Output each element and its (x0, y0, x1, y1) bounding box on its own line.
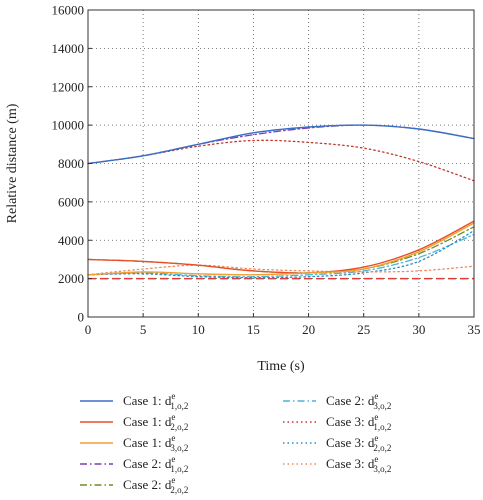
series-line-3 (87, 222, 475, 276)
series-line-9 (87, 264, 475, 276)
x-tick-label: 30 (412, 322, 425, 337)
y-tick-label: 0 (78, 310, 85, 325)
legend-item: Case 2: de 1,o,2 (80, 454, 188, 474)
legend-label: Case 3: de 2,o,2 (326, 433, 391, 453)
legend-label: Case 1: de 2,o,2 (123, 412, 188, 432)
legend-item: Case 1: de 3,o,2 (80, 433, 188, 453)
y-tick-label: 2000 (58, 271, 84, 286)
legend-item: Case 1: de 2,o,2 (80, 412, 188, 432)
legend-item: Case 3: de 1,o,2 (283, 412, 391, 432)
x-tick-label: 5 (140, 322, 147, 337)
y-tick-label: 14000 (52, 41, 85, 56)
y-tick-label: 12000 (52, 79, 85, 94)
series-line-6 (87, 233, 475, 278)
x-tick-label: 35 (468, 322, 481, 337)
series-line-7 (87, 139, 475, 182)
series-line-4 (87, 124, 475, 165)
y-axis-title: Relative distance (m) (5, 103, 20, 223)
series-line-2 (87, 220, 475, 274)
legend-label: Case 3: de 1,o,2 (326, 412, 391, 432)
legend-label: Case 2: de 1,o,2 (123, 454, 188, 474)
series-line-5 (87, 226, 475, 274)
legend-item: Case 2: de 3,o,2 (283, 391, 391, 411)
legend-item: Case 1: de 1,o,2 (80, 391, 188, 411)
legend-label: Case 1: de 3,o,2 (123, 433, 188, 453)
legend-item: Case 3: de 3,o,2 (283, 454, 391, 474)
y-tick-label: 8000 (58, 156, 84, 171)
y-tick-label: 6000 (58, 194, 84, 209)
x-axis-title: Time (s) (257, 359, 305, 374)
series-line-8 (87, 230, 475, 279)
plot-series (87, 124, 475, 280)
series-line-1 (87, 124, 475, 165)
y-tick-label: 16000 (52, 3, 85, 18)
y-tick-label: 10000 (52, 118, 85, 133)
legend-label: Case 1: de 1,o,2 (123, 391, 188, 411)
x-tick-label: 0 (85, 322, 92, 337)
legend-label: Case 3: de 3,o,2 (326, 454, 391, 474)
x-tick-label: 20 (302, 322, 315, 337)
x-tick-label: 25 (357, 322, 370, 337)
x-tick-label: 10 (192, 322, 205, 337)
legend-label: Case 2: de 2,o,2 (123, 475, 188, 495)
x-tick-label: 15 (247, 322, 260, 337)
legend-item: Case 3: de 2,o,2 (283, 433, 391, 453)
axis-ticks: 0 5 10 15 20 25 30 35 0 2000 4000 6000 8000 10000 1200… (52, 3, 481, 338)
grid (88, 10, 474, 317)
legend-item: Case 2: de 2,o,2 (80, 475, 188, 495)
y-tick-label: 4000 (58, 233, 84, 248)
legend-label: Case 2: de 3,o,2 (326, 391, 391, 411)
